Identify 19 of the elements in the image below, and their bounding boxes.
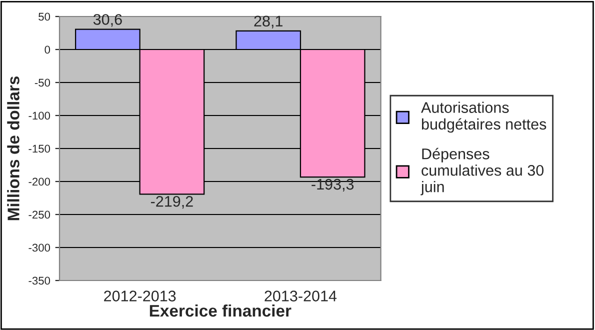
data-label: 30,6 bbox=[93, 14, 122, 27]
y-tick-label: 0 bbox=[44, 46, 50, 54]
y-tick-label: -100 bbox=[28, 112, 50, 120]
y-tick-label: 50 bbox=[38, 12, 50, 21]
data-label: -219,2 bbox=[150, 196, 193, 209]
x-tick-label: 2012-2013 bbox=[104, 290, 176, 302]
y-tick-label: -50 bbox=[34, 78, 50, 87]
x-axis-title: Exercice financier bbox=[150, 304, 292, 317]
y-tick-label: -150 bbox=[28, 144, 50, 153]
x-tick-label: 2013-2014 bbox=[264, 290, 337, 302]
y-tick-label: -350 bbox=[28, 276, 50, 285]
y-tick-label: -250 bbox=[28, 210, 50, 219]
legend-label: Dépenses cumulatives au 30 juin bbox=[420, 148, 544, 196]
y-tick-label: -200 bbox=[28, 178, 50, 186]
y-tick-label: -300 bbox=[28, 244, 50, 252]
y-axis-title: Millions de dollars bbox=[7, 76, 20, 220]
data-label: -193,3 bbox=[312, 178, 354, 192]
legend-label: Autorisations budgétaires nettes bbox=[421, 102, 546, 133]
data-label: 28,1 bbox=[254, 16, 282, 28]
